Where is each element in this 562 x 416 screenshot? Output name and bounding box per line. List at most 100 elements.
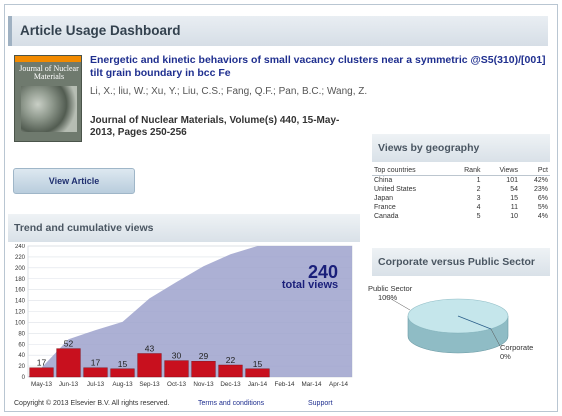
col-top-countries: Top countries [372, 166, 449, 176]
views-cell: 11 [510, 204, 518, 211]
bar-label-May-13: 17 [37, 358, 47, 368]
y-tick-label: 160 [15, 288, 26, 294]
geography-section-title: Views by geography [378, 142, 480, 154]
x-tick-label-May-13: May-13 [31, 381, 52, 388]
public-sector-leader [385, 295, 411, 311]
total-views-label: total views [282, 279, 338, 291]
article-title[interactable]: Energetic and kinetic behaviors of small… [90, 54, 546, 79]
bar-label-Jan-14: 15 [253, 359, 263, 369]
y-tick-label: 40 [18, 353, 25, 359]
bar-label-Oct-13: 30 [172, 351, 182, 361]
bar-label-Jun-13: 52 [64, 339, 74, 349]
x-tick-label-Mar-14: Mar-14 [302, 381, 322, 388]
table-row: China 1 101 42% [372, 176, 550, 186]
public-sector-pct: 100% [378, 293, 398, 302]
chart-x-ticks: May-13 Jun-13 Jul-13 Aug-13 Sep-13 Oct-13 Nov-… [31, 381, 348, 388]
col-pct: Pct [519, 166, 550, 176]
rank-cell: 3 [476, 195, 481, 202]
bar-Aug-13 [110, 368, 135, 378]
sector-pie-chart: Public Sector 100% Corporate 0% [368, 284, 533, 361]
x-tick-label-Oct-13: Oct-13 [167, 381, 186, 388]
y-tick-label: 0 [22, 375, 26, 381]
y-tick-label: 180 [15, 277, 26, 283]
bar-Sep-13 [137, 353, 162, 378]
bar-label-Jul-13: 17 [91, 358, 101, 368]
pie-slice-corporate [457, 315, 492, 330]
country-cell: Canada [374, 213, 399, 220]
x-tick-label-Dec-13: Dec-13 [220, 381, 241, 388]
col-rank: Rank [448, 166, 483, 176]
y-tick-label: 60 [18, 342, 25, 348]
bar-label-Dec-13: 22 [226, 355, 236, 365]
rank-cell: 4 [476, 204, 481, 211]
corporate-leader [490, 328, 501, 347]
y-tick-label: 120 [15, 310, 26, 316]
footer-terms-link[interactable]: Terms and conditions [198, 400, 265, 407]
views-cell: 101 [506, 177, 518, 184]
y-tick-label: 200 [15, 266, 26, 272]
rank-cell: 5 [476, 213, 481, 220]
journal-cover-image[interactable]: Journal of Nuclear Materials [14, 55, 82, 142]
y-tick-label: 220 [15, 255, 26, 261]
footer-support-link[interactable]: Support [308, 400, 333, 407]
corporate-label: Corporate [500, 343, 533, 352]
pct-cell: 42% [533, 177, 548, 184]
rank-cell: 2 [476, 186, 481, 193]
table-row: United States 2 54 23% [372, 185, 550, 194]
footer-copyright: Copyright © 2013 Elsevier B.V. All right… [14, 400, 170, 407]
table-row: Japan 3 15 6% [372, 194, 550, 203]
chart-bars [29, 348, 270, 378]
trend-chart: 17 52 17 15 43 30 29 22 15 0 20 40 60 80 100 120 140 160… [15, 244, 353, 388]
views-cell: 54 [510, 186, 518, 193]
y-tick-label: 100 [15, 320, 26, 326]
cumulative-area [28, 246, 352, 377]
x-tick-label-Jul-13: Jul-13 [87, 381, 105, 388]
bar-label-Sep-13: 43 [145, 344, 155, 354]
pct-cell: 4% [537, 213, 548, 220]
x-tick-label-Sep-13: Sep-13 [139, 381, 160, 388]
country-cell: France [374, 204, 396, 211]
bar-Dec-13 [218, 364, 243, 378]
x-tick-label-Nov-13: Nov-13 [193, 381, 214, 388]
y-tick-label: 240 [15, 244, 26, 250]
article-journal: Journal of Nuclear Materials, Volume(s) … [90, 115, 340, 138]
corporate-pct: 0% [500, 352, 511, 361]
pct-cell: 23% [533, 186, 548, 193]
bar-Jul-13 [83, 367, 108, 378]
chart-y-ticks: 0 20 40 60 80 100 120 140 160 180 200 220 240 [15, 244, 26, 381]
geography-table: Top countries Rank Views Pct China 1 101… [372, 166, 550, 221]
sector-section-header: Corporate versus Public Sector [372, 248, 550, 276]
x-tick-label-Apr-14: Apr-14 [329, 381, 348, 388]
geography-table-header: Top countries Rank Views Pct [372, 166, 550, 176]
geography-section-header: Views by geography [372, 134, 550, 162]
country-cell: United States [374, 186, 417, 193]
bar-Jan-14 [245, 368, 270, 378]
trend-section-title: Trend and cumulative views [14, 222, 154, 234]
article-authors: Li, X.; liu, W.; Xu, Y.; Liu, C.S.; Fang… [90, 86, 368, 97]
x-tick-label-Jan-14: Jan-14 [248, 381, 268, 388]
pct-cell: 6% [537, 195, 548, 202]
country-cell: Japan [374, 195, 394, 202]
trend-section-header: Trend and cumulative views [8, 214, 360, 242]
table-row: France 4 11 5% [372, 203, 550, 212]
country-cell: China [374, 177, 393, 184]
cover-micrograph [21, 86, 77, 132]
rank-cell: 1 [476, 177, 481, 184]
y-tick-label: 140 [15, 299, 26, 305]
public-sector-label: Public Sector [368, 284, 413, 293]
x-tick-label-Jun-13: Jun-13 [59, 381, 79, 388]
total-views-value: 240 [308, 262, 338, 282]
view-article-button[interactable]: View Article [13, 168, 135, 194]
col-views: Views [482, 166, 520, 176]
dashboard-title: Article Usage Dashboard [20, 23, 181, 38]
bar-label-Nov-13: 29 [199, 351, 209, 361]
chart-bar-labels: 17 52 17 15 43 30 29 22 15 [37, 339, 263, 369]
y-tick-label: 80 [18, 331, 25, 337]
cover-title: Journal of Nuclear Materials [19, 64, 79, 81]
y-tick-label: 20 [18, 364, 25, 370]
bar-label-Aug-13: 15 [118, 359, 128, 369]
bar-Oct-13 [164, 360, 189, 378]
dashboard-header: Article Usage Dashboard [8, 16, 548, 46]
bar-Nov-13 [191, 360, 216, 378]
bar-Jun-13 [56, 348, 81, 378]
